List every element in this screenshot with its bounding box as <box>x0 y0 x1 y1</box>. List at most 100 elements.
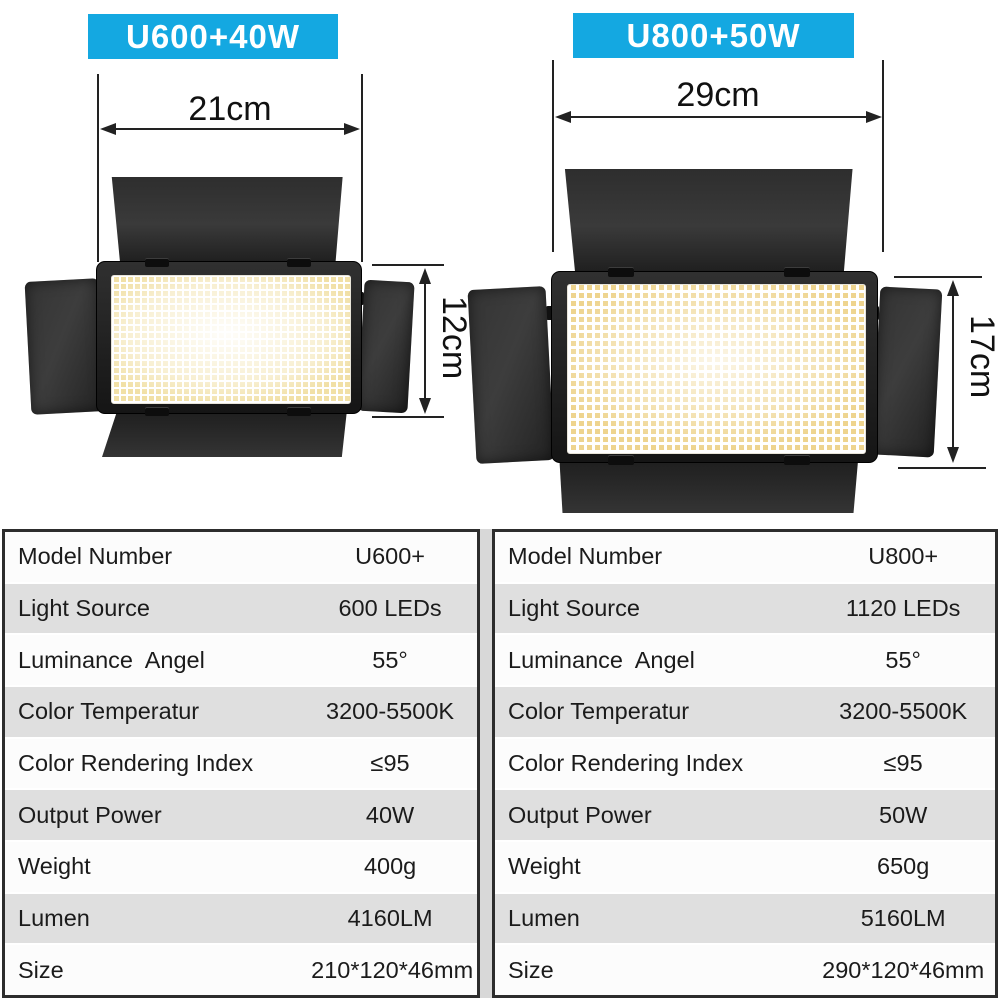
extension-line <box>552 60 554 252</box>
spec-value: U800+ <box>868 543 939 570</box>
spec-label: Lumen <box>508 905 580 932</box>
barn-door-top <box>564 169 853 273</box>
hinge <box>608 267 634 277</box>
spec-value: 650g <box>877 853 930 880</box>
arrowhead-right-icon <box>866 111 882 123</box>
arrowhead-up-icon <box>947 280 959 296</box>
height-dimension-label: 17cm <box>963 315 1000 399</box>
spec-row: Weight 400g <box>5 842 477 894</box>
spec-row: Lumen 4160LM <box>5 893 477 946</box>
dimension-tick <box>894 276 982 278</box>
spec-value: 3200-5500K <box>839 698 968 725</box>
spec-label: Weight <box>18 853 91 880</box>
spec-value: 40W <box>365 801 415 828</box>
arrowhead-left-icon <box>555 111 571 123</box>
barn-door-right <box>871 286 943 458</box>
arrow-line <box>952 283 954 460</box>
spec-row: Weight 650g <box>495 842 995 894</box>
arrowhead-right-icon <box>344 123 360 135</box>
model-badge-u800: U800+50W <box>573 13 854 58</box>
spec-tables: Model Number U600+ Light Source 600 LEDs… <box>2 529 998 998</box>
spec-value: 55° <box>372 646 408 673</box>
hinge <box>784 267 810 277</box>
arrowhead-down-icon <box>419 398 431 414</box>
barn-door-left <box>24 278 106 415</box>
spec-row: Size 210*120*46mm <box>5 945 477 996</box>
extension-line <box>97 74 99 262</box>
spec-row: Luminance Angel 55° <box>495 635 995 688</box>
spec-row: Color Rendering Index ≤95 <box>5 738 477 791</box>
spec-label: Luminance Angel <box>508 646 695 673</box>
spec-row: Light Source 1120 LEDs <box>495 583 995 636</box>
led-array <box>111 275 351 404</box>
hinge <box>145 407 169 416</box>
spec-label: Lumen <box>18 905 90 932</box>
spec-label: Model Number <box>508 543 663 570</box>
barn-door-left <box>467 286 555 464</box>
spec-table-u600: Model Number U600+ Light Source 600 LEDs… <box>2 529 480 998</box>
barn-door-bottom <box>102 412 347 457</box>
spec-label: Color Rendering Index <box>508 750 744 777</box>
spec-label: Output Power <box>18 801 162 828</box>
spec-row: Light Source 600 LEDs <box>5 583 477 636</box>
spec-value: U600+ <box>355 543 426 570</box>
spec-row: Color Temperatur 3200-5500K <box>5 687 477 739</box>
spec-label: Light Source <box>508 595 640 621</box>
spec-label: Color Temperatur <box>508 698 690 725</box>
arrowhead-up-icon <box>419 268 431 284</box>
spec-value: 50W <box>879 801 928 828</box>
spec-value: 4160LM <box>347 905 433 932</box>
spec-row: Lumen 5160LM <box>495 893 995 946</box>
width-dimension-arrow <box>555 111 882 123</box>
extension-line <box>882 60 884 252</box>
light-panel-frame <box>96 261 362 414</box>
hinge <box>145 258 169 267</box>
width-dimension-label: 21cm <box>188 90 272 128</box>
spec-label: Size <box>508 956 554 983</box>
hinge <box>287 258 311 267</box>
spec-row: Color Temperatur 3200-5500K <box>495 687 995 739</box>
extension-line <box>361 74 363 262</box>
led-array <box>567 284 866 454</box>
arrow-line <box>103 128 357 130</box>
spec-label: Size <box>18 956 64 983</box>
spec-value: 3200-5500K <box>326 698 455 725</box>
hinge <box>287 407 311 416</box>
spec-value: 5160LM <box>860 905 946 932</box>
height-dimension-arrow <box>947 280 959 463</box>
spec-label: Output Power <box>508 801 652 828</box>
spec-table-u800: Model Number U800+ Light Source 1120 LED… <box>492 529 998 998</box>
spec-row: Color Rendering Index ≤95 <box>495 738 995 791</box>
arrow-line <box>558 116 879 118</box>
spec-row: Output Power 40W <box>5 790 477 843</box>
arrowhead-down-icon <box>947 447 959 463</box>
barn-door-top <box>111 177 343 263</box>
spec-value: ≤95 <box>370 750 410 777</box>
arrowhead-left-icon <box>100 123 116 135</box>
model-badge-u600: U600+40W <box>88 14 338 59</box>
spec-label: Light Source <box>18 595 150 621</box>
width-dimension-arrow <box>100 123 360 135</box>
spec-row: Model Number U800+ <box>495 532 995 584</box>
spec-value: 400g <box>363 853 417 880</box>
spec-label: Model Number <box>18 543 173 570</box>
spec-row: Output Power 50W <box>495 790 995 843</box>
hinge-knob <box>546 306 554 320</box>
spec-row: Luminance Angel 55° <box>5 635 477 688</box>
height-dimension-arrow <box>419 268 431 414</box>
width-dimension-label: 29cm <box>676 76 760 114</box>
spec-row: Model Number U600+ <box>5 532 477 584</box>
barn-door-bottom <box>559 461 858 513</box>
spec-value: 210*120*46mm <box>311 956 474 983</box>
spec-value: 55° <box>885 646 921 673</box>
dimension-tick <box>372 264 444 266</box>
spec-label: Weight <box>508 853 581 880</box>
spec-label: Color Temperatur <box>18 698 200 725</box>
spec-row: Size 290*120*46mm <box>495 945 995 996</box>
dimension-tick <box>898 467 986 469</box>
spec-value: ≤95 <box>883 750 923 777</box>
light-panel-frame <box>551 271 878 463</box>
hinge <box>784 455 810 465</box>
height-dimension-label: 12cm <box>435 296 473 380</box>
